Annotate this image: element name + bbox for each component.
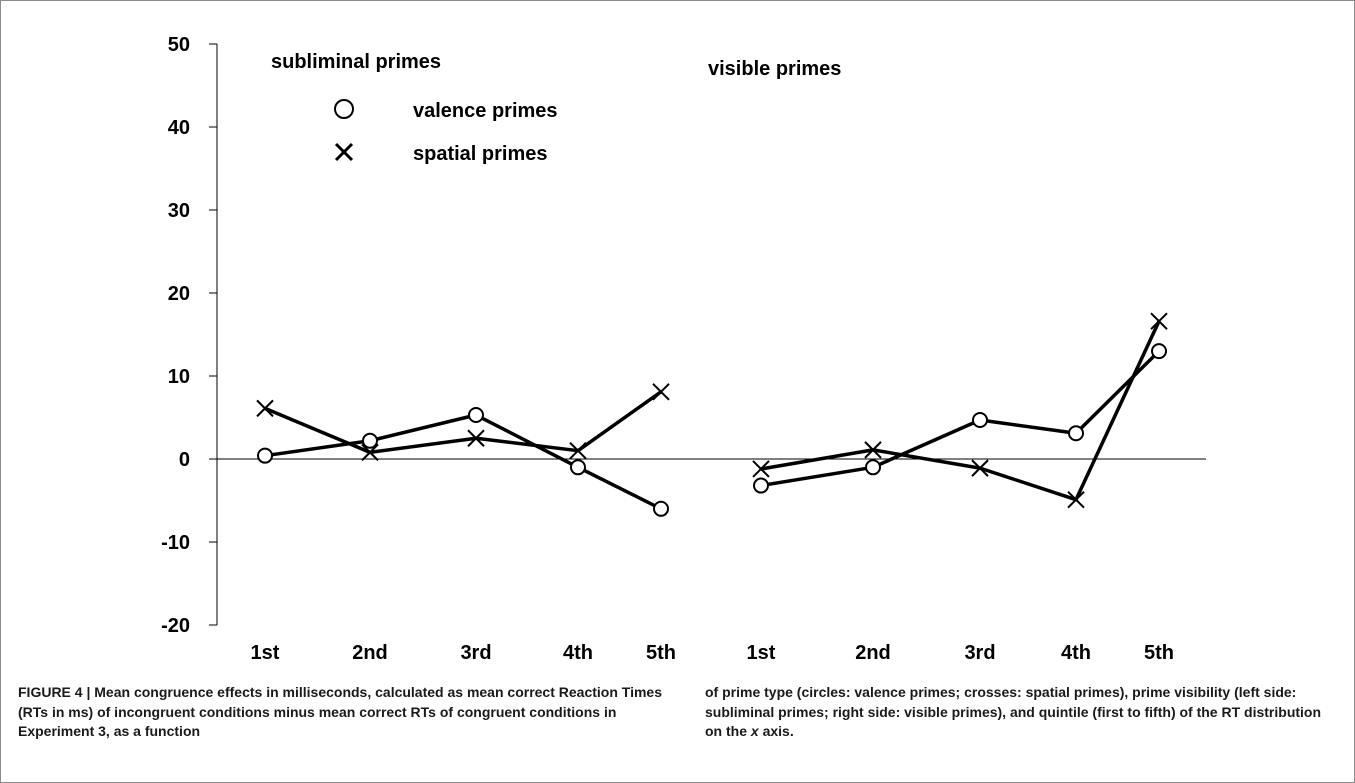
legend-marker-circle <box>334 99 354 119</box>
data-point-circle <box>865 459 881 476</box>
y-tick-label: 40 <box>168 117 190 139</box>
y-tick-label: 20 <box>168 283 190 305</box>
data-point-circle <box>972 411 988 428</box>
axes: -20 -10 0 10 20 30 40 50 subliminal primes 1st 2nd… <box>161 34 1206 664</box>
data-point-circle <box>1151 343 1167 360</box>
y-tick-label: -10 <box>161 532 190 554</box>
data-point-circle <box>570 459 586 476</box>
legend-label: valence primes <box>413 100 558 122</box>
y-tick-label: -20 <box>161 615 190 637</box>
caption-left: FIGURE 4 | Mean congruence effects in mi… <box>18 684 662 739</box>
panel-label: subliminal primes <box>271 51 441 73</box>
data-point-cross <box>752 460 770 478</box>
y-tick-label: 30 <box>168 200 190 222</box>
caption-right-text: of prime type (circles: valence primes; … <box>705 684 1322 739</box>
data-point-cross <box>971 459 989 477</box>
series-line <box>264 390 663 455</box>
data-point-cross <box>361 443 379 462</box>
y-tick-label: 0 <box>179 449 190 471</box>
data-point-circle <box>753 477 769 494</box>
data-point-cross <box>1150 312 1168 330</box>
x-tick-label: 1st <box>251 642 280 664</box>
data-point-cross <box>569 441 587 460</box>
caption-axis-name: x <box>750 723 759 739</box>
data-point-cross <box>864 441 882 459</box>
data-point-cross <box>1067 490 1085 509</box>
data-point-cross <box>467 429 485 447</box>
x-tick-label: 5th <box>646 642 676 664</box>
data-point-circle <box>257 447 273 464</box>
data-point-circle <box>1068 425 1084 442</box>
x-tick-label: 2nd <box>855 642 891 664</box>
legend-label: spatial primes <box>413 143 548 165</box>
series-line <box>264 413 662 511</box>
data-point-circle <box>653 500 669 517</box>
x-tick-label: 4th <box>1061 642 1091 664</box>
chart: -20 -10 0 10 20 30 40 50 subliminal primes 1st 2nd… <box>161 34 1206 664</box>
y-tick-label: 50 <box>168 34 190 56</box>
data-point-cross <box>256 399 274 418</box>
x-tick-label: 1st <box>747 642 776 664</box>
data-point-circle <box>362 432 378 449</box>
caption-right-end: axis. <box>758 723 794 739</box>
x-tick-label: 2nd <box>352 642 388 664</box>
caption-right: of prime type (circles: valence primes; … <box>705 683 1335 742</box>
data-point-circle <box>468 407 484 424</box>
legend: valence primes spatial primes <box>334 99 558 165</box>
x-tick-label: 3rd <box>964 642 995 664</box>
panel-label: visible primes <box>708 58 841 80</box>
x-tick-label: 3rd <box>460 642 491 664</box>
y-tick-label: 10 <box>168 366 190 388</box>
legend-marker-cross <box>334 142 354 162</box>
data-point-cross <box>652 383 670 401</box>
x-tick-label: 5th <box>1144 642 1174 664</box>
series-layer <box>256 312 1168 517</box>
x-tick-label: 4th <box>563 642 593 664</box>
